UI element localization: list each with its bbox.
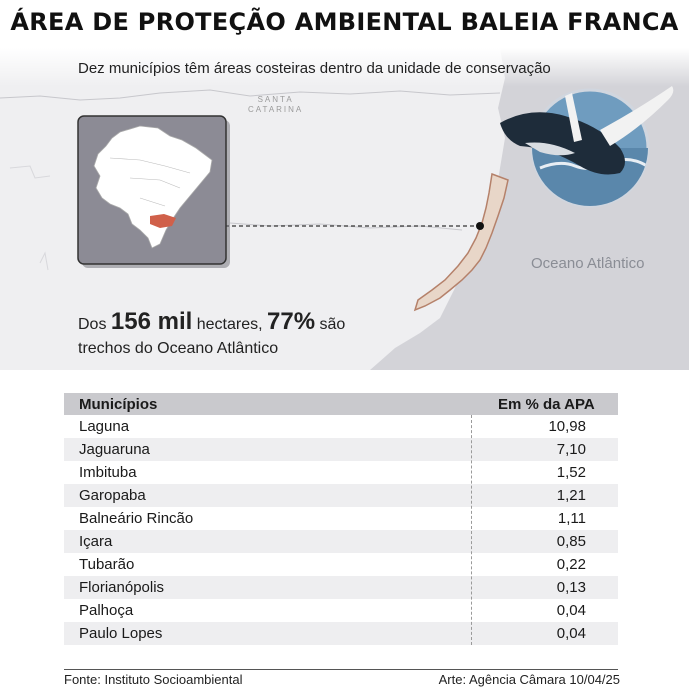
state-border bbox=[0, 89, 501, 101]
header-percent: Em % da APA bbox=[498, 395, 595, 413]
table-row: Palhoça 0,04 bbox=[79, 602, 586, 619]
source-credit: Fonte: Instituto Socioambiental bbox=[64, 672, 243, 687]
percent-value: 77% bbox=[267, 308, 316, 335]
municipalities-table: Municípios Em % da APA Laguna 10,98 Jagua… bbox=[64, 393, 618, 645]
header-municipios: Municípios bbox=[79, 395, 158, 413]
table-row: Tubarão 0,22 bbox=[79, 556, 586, 573]
table-row: Jaguaruna 7,10 bbox=[64, 438, 618, 461]
table-header: Municípios Em % da APA bbox=[64, 393, 618, 415]
table-row: Florianópolis 0,13 bbox=[64, 576, 618, 599]
santa-catarina-highlight bbox=[150, 214, 176, 228]
hectare-stat: Dos 156 mil hectares, 77% são trechos do… bbox=[78, 308, 346, 358]
art-credit: Arte: Agência Câmara 10/04/25 bbox=[438, 672, 620, 687]
apa-baleia-franca-area bbox=[413, 172, 509, 312]
location-marker bbox=[476, 222, 484, 230]
state-label: SANTA CATARINA bbox=[248, 95, 304, 114]
column-divider bbox=[471, 415, 472, 645]
infographic-title: ÁREA DE PROTEÇÃO AMBIENTAL BALEIA FRANCA bbox=[10, 8, 679, 36]
table-row: Laguna 10,98 bbox=[79, 418, 586, 435]
brazil-outline bbox=[93, 125, 213, 249]
ocean-label: Oceano Atlântico bbox=[531, 255, 645, 272]
table-row: Paulo Lopes 0,04 bbox=[64, 622, 618, 645]
footer-divider bbox=[64, 669, 618, 670]
table-row: Balneário Rincão 1,11 bbox=[79, 510, 586, 527]
table-row: Imbituba 1,52 bbox=[79, 464, 586, 481]
table-row: Garopaba 1,21 bbox=[64, 484, 618, 507]
map bbox=[0, 48, 689, 370]
table-row: Içara 0,85 bbox=[64, 530, 618, 553]
map-subtitle: Dez municípios têm áreas costeiras dentr… bbox=[78, 60, 551, 77]
hectares-value: 156 mil bbox=[110, 308, 193, 335]
